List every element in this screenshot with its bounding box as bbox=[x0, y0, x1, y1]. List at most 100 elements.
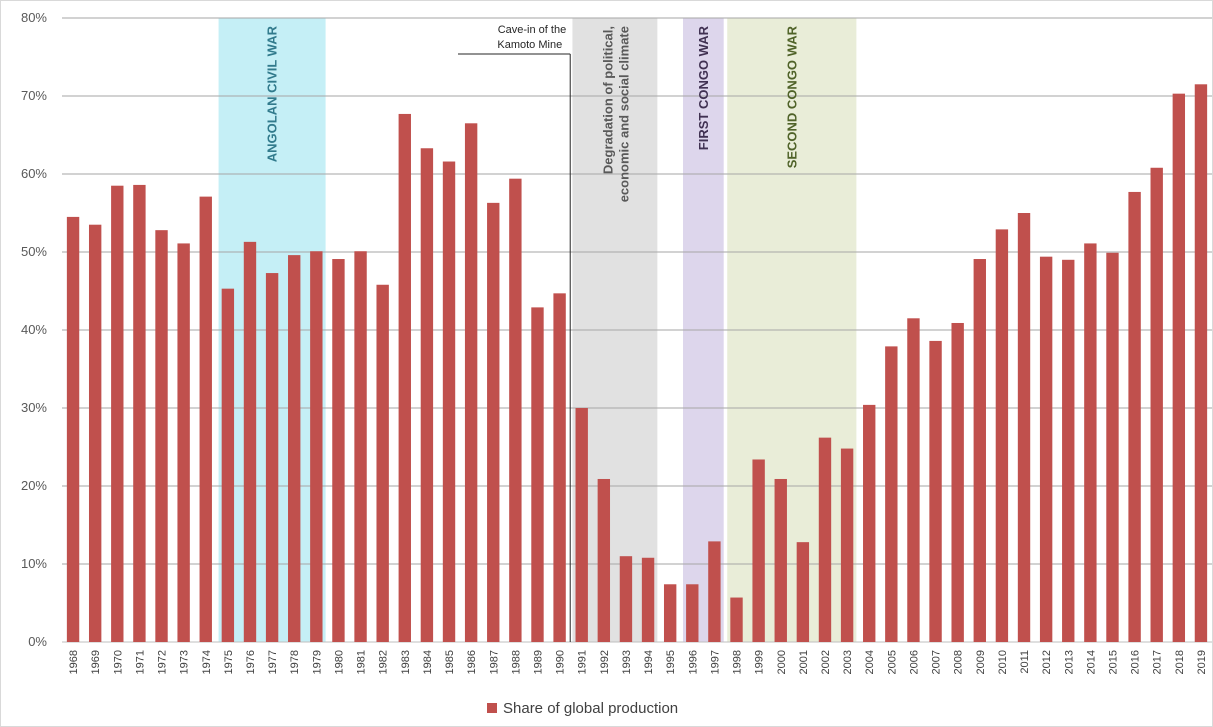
x-tick-label: 1990 bbox=[555, 650, 567, 674]
bar bbox=[1017, 213, 1031, 642]
bar bbox=[288, 255, 301, 642]
bar bbox=[509, 178, 522, 642]
x-tick-label: 2007 bbox=[931, 650, 943, 674]
x-tick-label: 1970 bbox=[112, 650, 124, 674]
bar bbox=[907, 318, 920, 642]
bar bbox=[442, 161, 456, 642]
bar bbox=[708, 541, 721, 642]
x-tick-label: 1973 bbox=[179, 650, 191, 674]
bar bbox=[310, 251, 323, 642]
bar bbox=[995, 229, 1009, 642]
bar bbox=[1039, 256, 1053, 642]
bar bbox=[66, 216, 80, 642]
x-tick-label: 2006 bbox=[908, 650, 920, 674]
x-tick-label: 1977 bbox=[267, 650, 279, 674]
x-tick-label: 2016 bbox=[1130, 650, 1142, 674]
axis-layer: 0% 10% 20% 30% 40% 50% 60% 70% 80% 1968 1969 1970 19… bbox=[21, 10, 1208, 674]
x-tick-label: 1978 bbox=[289, 650, 301, 674]
bar bbox=[1128, 191, 1141, 642]
x-tick-label: 1968 bbox=[68, 650, 80, 674]
x-tick-label: 1991 bbox=[577, 650, 589, 674]
x-tick-label: 1998 bbox=[732, 650, 744, 674]
x-tick-label: 1992 bbox=[599, 650, 611, 674]
annotation-text: Cave-in of the bbox=[498, 24, 566, 36]
y-tick-label: 10% bbox=[21, 556, 47, 571]
x-tick-label: 1984 bbox=[422, 650, 434, 674]
bar bbox=[641, 557, 655, 642]
bar bbox=[840, 448, 854, 642]
bar bbox=[88, 224, 102, 642]
x-tick-label: 2001 bbox=[798, 650, 810, 674]
bar bbox=[1084, 243, 1097, 643]
bar bbox=[531, 307, 544, 642]
bar bbox=[332, 259, 345, 642]
bar bbox=[686, 584, 699, 642]
bar bbox=[199, 196, 212, 642]
bar bbox=[398, 113, 411, 642]
legend-label: Share of global production bbox=[503, 700, 678, 717]
bar bbox=[774, 478, 787, 642]
x-tick-label: 2011 bbox=[1019, 650, 1031, 674]
x-tick-label: 1986 bbox=[466, 650, 478, 674]
bar bbox=[1172, 93, 1186, 642]
band-label-line: economic and social climate bbox=[617, 26, 632, 202]
x-tick-label: 2010 bbox=[997, 650, 1009, 674]
x-tick-label: 1976 bbox=[245, 650, 257, 674]
bar bbox=[575, 408, 588, 642]
x-tick-label: 2018 bbox=[1174, 650, 1186, 674]
x-tick-label: 1997 bbox=[709, 650, 721, 674]
x-tick-label: 1974 bbox=[201, 650, 213, 674]
x-tick-label: 2009 bbox=[975, 650, 987, 674]
band-label: SECOND CONGO WAR bbox=[784, 25, 799, 168]
x-tick-label: 1972 bbox=[157, 650, 169, 674]
bar bbox=[597, 478, 611, 642]
x-tick-label: 1971 bbox=[134, 650, 146, 674]
legend-swatch bbox=[487, 703, 497, 713]
band-label: ANGOLAN CIVIL WAR bbox=[265, 25, 280, 162]
y-tick-label: 30% bbox=[21, 400, 47, 415]
x-tick-label: 2015 bbox=[1107, 650, 1119, 674]
bar bbox=[420, 148, 434, 642]
x-tick-label: 1983 bbox=[400, 650, 412, 674]
bar bbox=[973, 259, 986, 642]
x-tick-label: 2000 bbox=[776, 650, 788, 674]
x-tick-label: 1999 bbox=[754, 650, 766, 674]
x-tick-label: 1987 bbox=[488, 650, 500, 674]
y-tick-label: 80% bbox=[21, 10, 47, 25]
bar bbox=[619, 556, 633, 642]
bar bbox=[818, 437, 832, 642]
band-label: Degradation of political,economic and so… bbox=[600, 26, 631, 202]
bar bbox=[929, 340, 942, 642]
bar bbox=[1194, 84, 1208, 643]
y-tick-label: 20% bbox=[21, 478, 47, 493]
bar bbox=[796, 542, 810, 642]
legend: Share of global production bbox=[487, 700, 678, 717]
bar bbox=[133, 184, 146, 643]
x-tick-label: 2017 bbox=[1152, 650, 1164, 674]
x-tick-label: 1993 bbox=[621, 650, 633, 674]
x-tick-label: 2012 bbox=[1041, 650, 1053, 674]
x-tick-label: 2008 bbox=[953, 650, 965, 674]
x-tick-label: 2013 bbox=[1063, 650, 1075, 674]
x-tick-label: 2005 bbox=[886, 650, 898, 674]
bar bbox=[951, 322, 964, 642]
bar bbox=[1106, 252, 1119, 642]
y-tick-label: 70% bbox=[21, 88, 47, 103]
bar bbox=[1062, 259, 1075, 642]
x-tick-label: 1982 bbox=[378, 650, 390, 674]
bar bbox=[265, 273, 279, 642]
x-tick-label: 1994 bbox=[643, 650, 655, 674]
x-tick-label: 1996 bbox=[687, 650, 699, 674]
bar bbox=[730, 597, 743, 642]
bar bbox=[553, 293, 566, 642]
x-tick-label: 1969 bbox=[90, 650, 102, 674]
x-tick-label: 1988 bbox=[510, 650, 522, 674]
bar bbox=[464, 123, 478, 643]
bar bbox=[1150, 167, 1163, 642]
bar bbox=[663, 584, 677, 642]
bar bbox=[243, 241, 257, 643]
bar bbox=[863, 404, 876, 642]
bar bbox=[155, 230, 168, 642]
